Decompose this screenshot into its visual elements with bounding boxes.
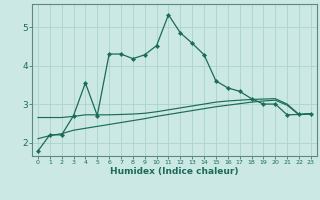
- X-axis label: Humidex (Indice chaleur): Humidex (Indice chaleur): [110, 167, 239, 176]
